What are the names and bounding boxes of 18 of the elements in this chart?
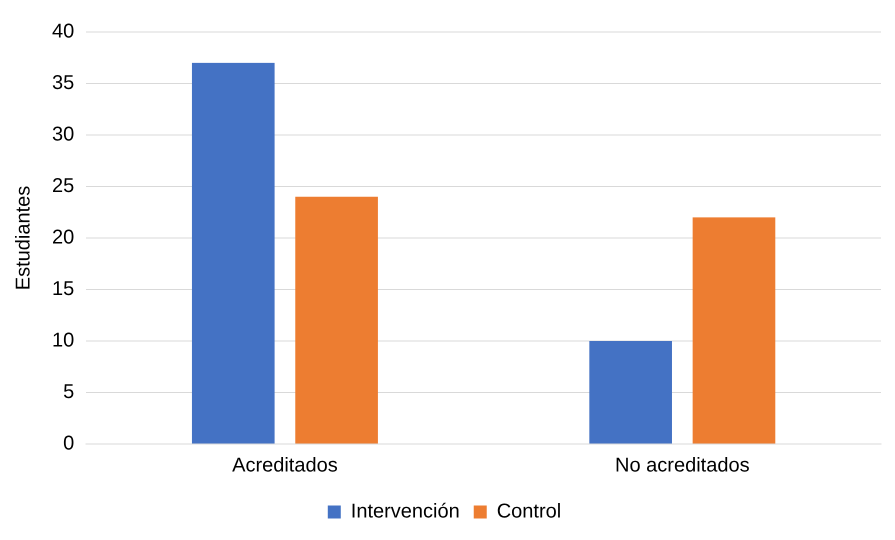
y-tick-label: 25	[52, 175, 74, 198]
y-tick-label: 15	[52, 278, 74, 300]
bar	[589, 341, 672, 444]
y-axis-title: Estudiantes	[12, 186, 35, 290]
legend-label: Control	[496, 500, 562, 523]
x-tick-label: No acreditados	[615, 454, 750, 477]
y-tick-label: 40	[52, 20, 74, 43]
bar	[192, 62, 275, 444]
x-tick-label: Acreditados	[232, 454, 338, 477]
y-tick-label: 0	[63, 432, 74, 455]
y-tick-label: 5	[63, 381, 74, 404]
legend-label: Intervención	[350, 500, 460, 523]
bar	[692, 217, 776, 444]
y-tick-label: 30	[52, 124, 74, 146]
bar	[295, 196, 378, 444]
y-tick-label: 20	[52, 226, 74, 249]
y-tick-label: 35	[52, 72, 74, 94]
y-tick-label: 10	[52, 330, 74, 352]
